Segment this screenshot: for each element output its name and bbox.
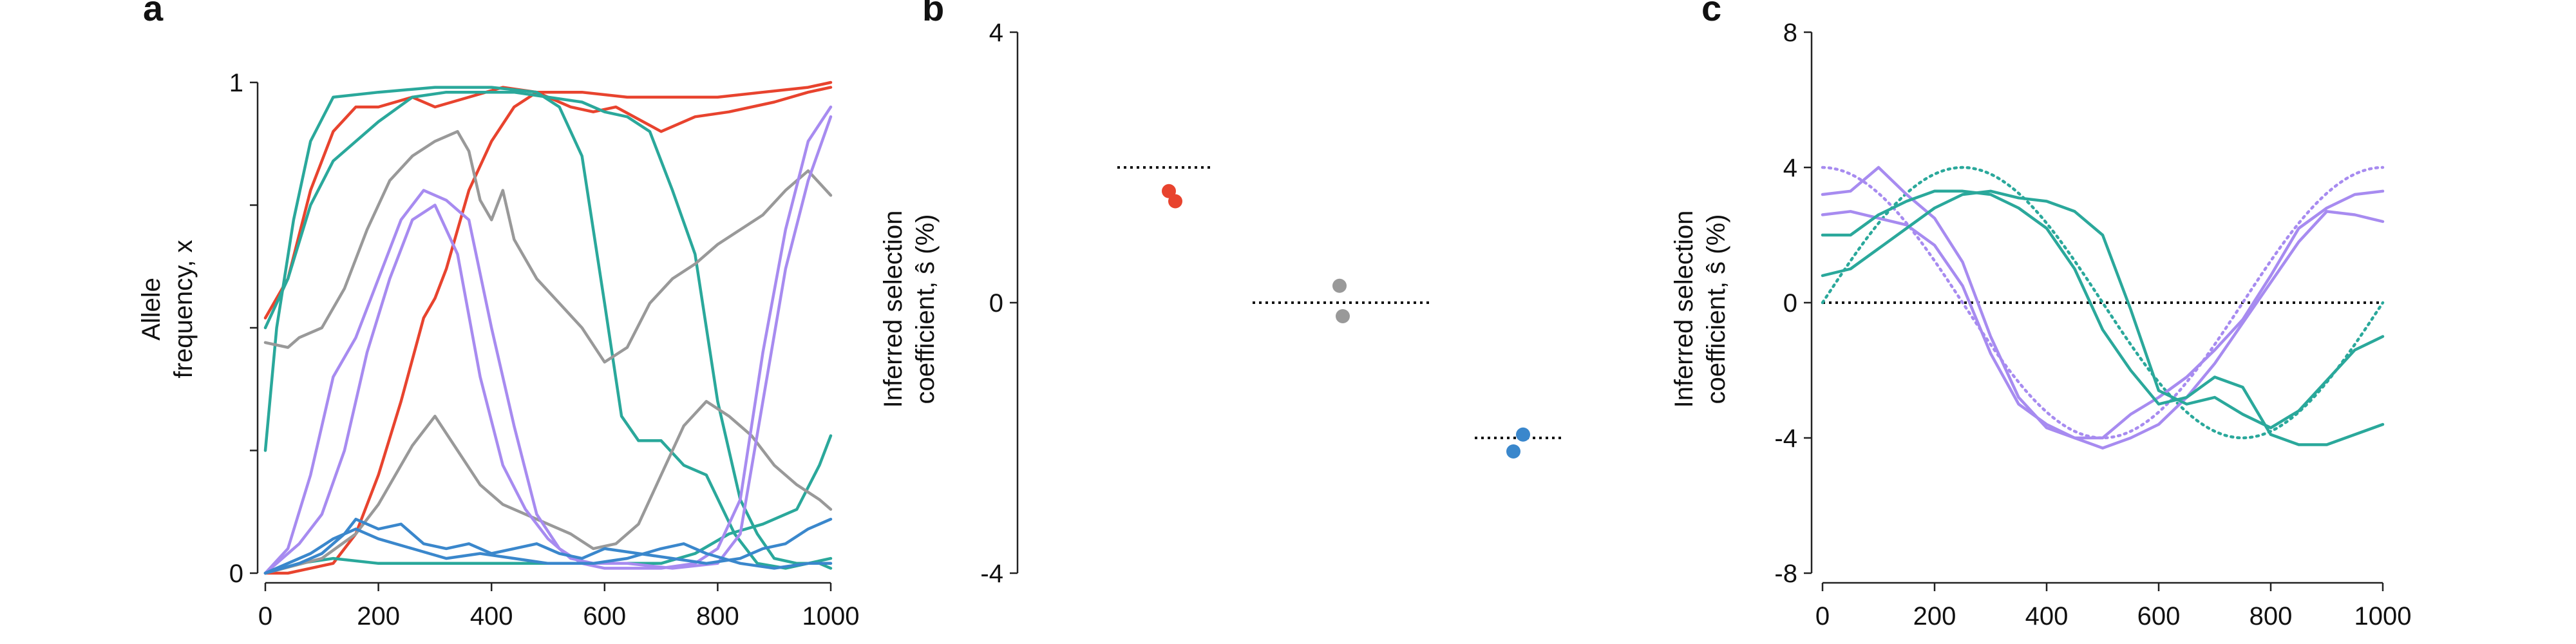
panel-a-trajectory-blue: [263, 517, 833, 575]
panel-b-estimate-point: [1162, 184, 1176, 198]
panel-c-x-tick-label: 800: [2249, 602, 2293, 630]
panel-a-trajectory-red: [263, 80, 833, 575]
panel-c-y-tick-label: -4: [1774, 424, 1797, 453]
panel-a-x-tick-label: 1000: [802, 602, 860, 630]
panel-b-marks: [1117, 166, 1565, 459]
panel-a-trajectory-blue: [263, 527, 833, 575]
panel-c-inferred-curve-teal: [1821, 189, 2385, 430]
panel-c-x-tick-label: 600: [2137, 602, 2181, 630]
panel-b-ylabel-line-2: coefficient, ŝ (%): [911, 214, 940, 404]
panel-b-estimate-point: [1506, 444, 1520, 459]
panel-b-y-tick-label: 4: [989, 19, 1003, 47]
panel-c-x-tick-label: 400: [2025, 602, 2069, 630]
panel-a-trajectory-red: [263, 86, 833, 320]
panel-a-series: [263, 80, 833, 575]
panel-a-x-tick-label: 400: [470, 602, 513, 630]
panel-c: c Inferred selection coefficient, ŝ (%) …: [1670, 0, 2411, 630]
panel-a-y-tick-label: 0: [229, 560, 243, 588]
panel-a-trajectory-teal: [263, 90, 833, 570]
panel-c-x-tick-label: 1000: [2354, 602, 2412, 630]
panel-letter-a: a: [143, 0, 164, 28]
panel-c-true-curve-teal: [1821, 166, 2385, 440]
panel-b-y-tick-label: 0: [989, 289, 1003, 317]
panel-c-true-curve-purple: [1821, 166, 2385, 440]
panel-b-estimate-point: [1336, 309, 1350, 323]
panel-a-x-tick-label: 200: [357, 602, 400, 630]
panel-b-axes: -4 0 4: [980, 19, 1019, 588]
panel-a-trajectory-teal: [263, 86, 833, 570]
panel-b-estimate-point: [1516, 427, 1530, 442]
panel-c-ylabel-line-1: Inferred selection: [1670, 211, 1698, 408]
panel-a-axes: 0 200 400 600 800 1000 0 1: [229, 69, 860, 630]
panel-b-estimate-point: [1332, 278, 1347, 293]
panel-b-estimate-point: [1168, 194, 1182, 209]
panel-a-x-tick-label: 800: [696, 602, 739, 630]
panel-letter-c: c: [1701, 0, 1721, 28]
panel-a: a Allele frequency, x 0 200 400 600 800 10000…: [137, 0, 859, 630]
panel-a-y-tick-label: 1: [229, 69, 243, 97]
panel-c-inferred-curve-purple: [1821, 166, 2385, 440]
panel-a-x-tick-label: 0: [258, 602, 272, 630]
panel-letter-b: b: [922, 0, 944, 28]
panel-b-ylabel-line-1: Inferred selection: [879, 211, 907, 408]
panel-a-trajectory-purple: [263, 105, 833, 575]
panel-a-trajectory-gray: [263, 129, 833, 364]
panel-a-x-tick-label: 600: [583, 602, 626, 630]
panel-c-series: [1821, 166, 2385, 450]
panel-c-inferred-curve-purple: [1821, 210, 2385, 450]
panel-c-y-tick-label: -8: [1774, 560, 1797, 588]
panel-a-trajectory-purple: [263, 115, 833, 575]
panel-b-y-tick-label: -4: [980, 560, 1003, 588]
panel-c-y-tick-label: 8: [1783, 19, 1797, 47]
panel-a-ylabel-line-1: Allele: [137, 278, 166, 341]
panel-a-trajectory-gray: [263, 400, 833, 575]
panel-a-ylabel-line-2: frequency, x: [169, 240, 198, 379]
panel-c-y-tick-label: 4: [1783, 154, 1797, 182]
panel-c-x-tick-label: 0: [1815, 602, 1830, 630]
panel-c-x-tick-label: 200: [1913, 602, 1956, 630]
panel-c-axes: 0 200 400 600 800 1000 -8 -4 0 4 8: [1774, 19, 2411, 630]
panel-b: b Inferred selection coefficient, ŝ (%) …: [879, 0, 1565, 588]
panel-c-y-tick-label: 0: [1783, 289, 1797, 317]
panel-c-inferred-curve-teal: [1821, 189, 2385, 446]
panel-c-ylabel-line-2: coefficient, ŝ (%): [1702, 214, 1730, 404]
